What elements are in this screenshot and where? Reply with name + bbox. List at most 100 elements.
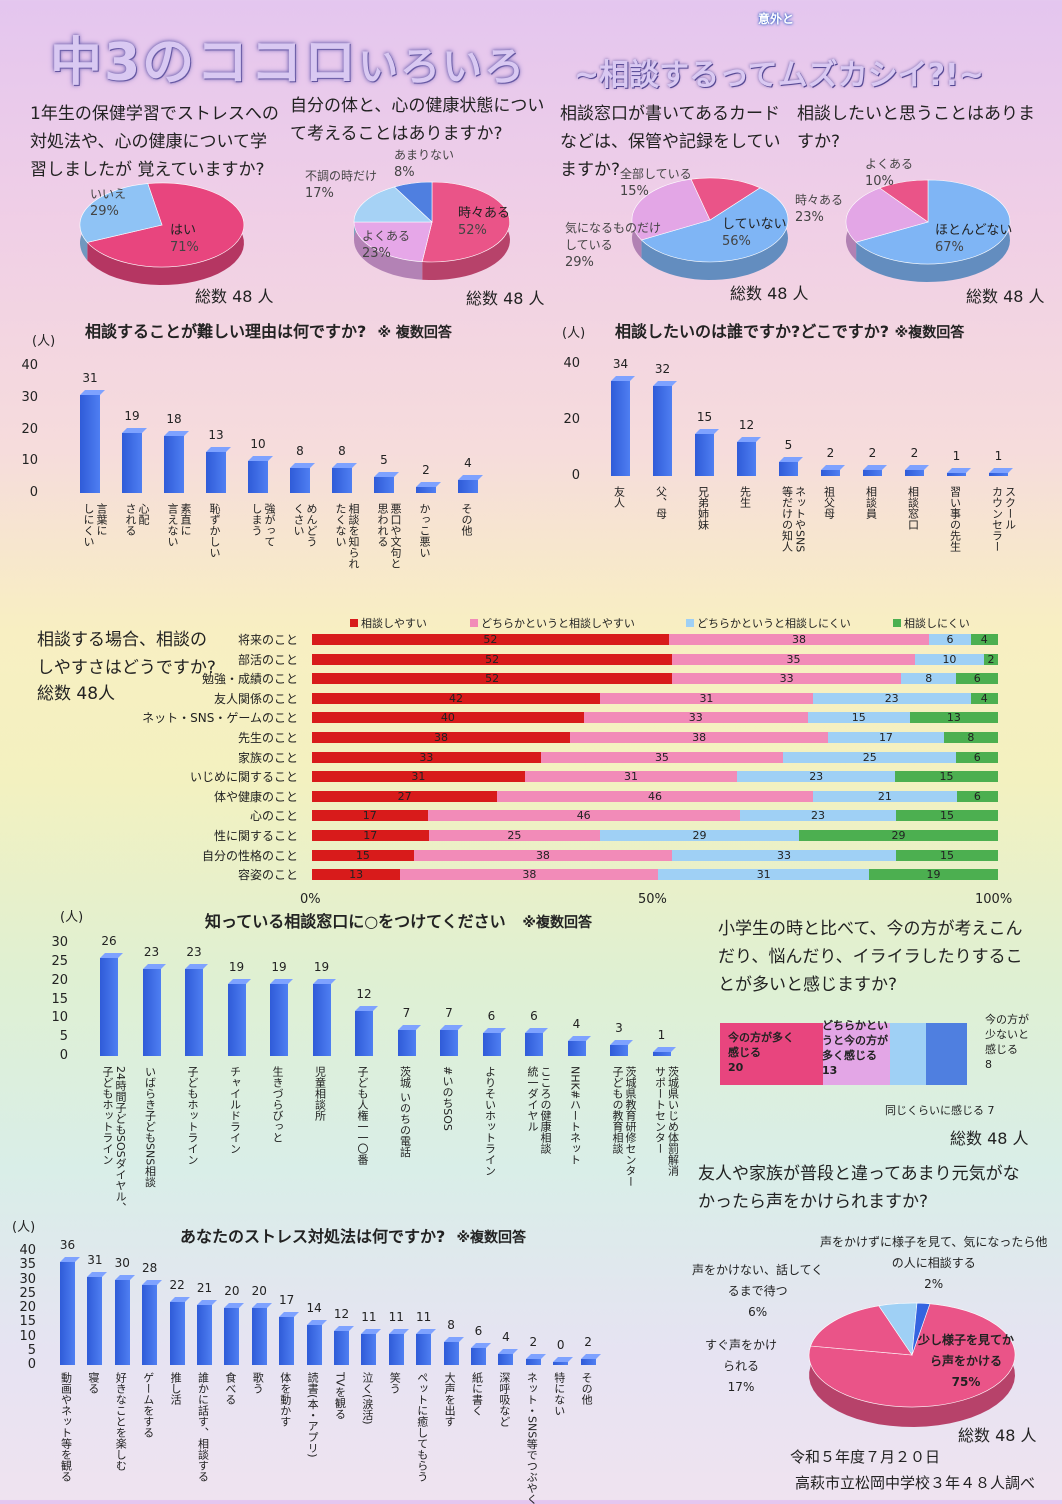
ease-seg-10-2: 29 xyxy=(600,830,799,841)
who-label-9: スクール カウンセラー xyxy=(990,486,1017,552)
compare-text-0: 今の方が多く 感じる 20 xyxy=(728,1031,794,1074)
who-bar-9 xyxy=(989,473,1008,476)
compare-seg-0 xyxy=(720,1023,823,1085)
stress-bar-1 xyxy=(87,1276,103,1365)
compare-chart: 今の方が多く 感じる 20 どちらかとい うと今の方が 多く感じる 13 同じくらい… xyxy=(720,1013,1029,1117)
pie4-label-value-1: 23% xyxy=(795,210,824,225)
ease-seg-3-3: 4 xyxy=(970,692,998,704)
stress-label-1: 寝る xyxy=(86,1372,100,1394)
stress-label-13: ペットに癒してもらう xyxy=(415,1372,429,1482)
known-bar-2 xyxy=(185,969,203,1056)
stress-value-7: 20 xyxy=(251,1284,267,1298)
known-label-5: 児童相談所 xyxy=(313,1066,327,1121)
who-ytick-2: 0 xyxy=(571,468,580,483)
reasons-bar-8 xyxy=(416,486,436,493)
compare-text-2: 同じくらいに感じる 7 xyxy=(885,1104,995,1117)
known-bar-6 xyxy=(355,1010,373,1056)
pie1-label-text-1: いいえ xyxy=(90,187,127,201)
stress-label-18: 特にない xyxy=(552,1372,566,1416)
pie1-question: 1年生の保健学習でストレスへの対処法や、心の健康について学習しましたが 覚えてい… xyxy=(30,104,279,180)
known-label-8: #いのちSOS xyxy=(441,1066,454,1131)
stress-ytick-7: 5 xyxy=(27,1342,36,1358)
reasons-label-4: 強がって しまう xyxy=(250,503,276,547)
ease-seg-4-3: 13 xyxy=(909,712,998,724)
known-label-9: よりそいホットライン xyxy=(483,1066,497,1176)
stress-bar-4 xyxy=(169,1302,185,1365)
ease-seg-3-0: 42 xyxy=(312,692,601,704)
pie3-label-value-2: 15% xyxy=(620,184,649,199)
pie4-label-text-2: よくある xyxy=(865,157,914,171)
pie4-label-2: よくある 10% xyxy=(865,156,965,190)
pie4-label-text-0: ほとんどない xyxy=(935,223,1013,238)
pie1-total: 総数 48 人 xyxy=(195,287,274,306)
ease-seg-10-3: 29 xyxy=(799,830,998,841)
ease-seg-9-1: 46 xyxy=(427,810,740,822)
reasons-label-2: 素直に 言えない xyxy=(166,503,192,547)
reasons-label-6: 相談を知られ たくない xyxy=(334,503,360,569)
ease-seg-8-1: 46 xyxy=(497,790,813,802)
stress-bar-12 xyxy=(388,1333,404,1365)
stress-bar-14 xyxy=(443,1342,459,1365)
compare-seg-3 xyxy=(925,1023,967,1085)
pie3-label-0: していない 56% xyxy=(722,216,822,250)
reasons-value-6: 8 xyxy=(338,443,346,458)
stress-value-11: 11 xyxy=(361,1309,377,1324)
ease-seg-3-1: 31 xyxy=(600,692,813,704)
ease-seg-12-1: 38 xyxy=(400,869,659,881)
reasons-label-8: かっこ悪い xyxy=(418,503,431,558)
who-value-4: 5 xyxy=(784,438,793,452)
known-ytick-5: 5 xyxy=(59,1029,68,1045)
ease-legend-text-2: どちらかというと相談しにくい xyxy=(697,617,851,630)
stress-bar-10 xyxy=(334,1330,349,1365)
ease-question: 相談する場合、相談のしやすさはどうですか? xyxy=(37,630,216,678)
ease-seg-9-3: 15 xyxy=(896,810,998,822)
reasons-value-0: 31 xyxy=(82,370,98,385)
pie3-question: 相談窓口が書いてあるカードなどは、保管や記録をしていますか? xyxy=(560,104,781,180)
ease-row-label-7: いじめに関すること xyxy=(189,770,298,785)
reasons-label-9: その他 xyxy=(460,503,473,536)
ease-seg-10-0: 17 xyxy=(312,830,429,841)
pie3-total: 総数 48 人 xyxy=(730,284,809,303)
friends-text-2: 声をかけない、話してく るまで待つ 6% xyxy=(692,1263,824,1319)
ease-seg-11-3: 15 xyxy=(896,849,998,861)
known-bar-7 xyxy=(397,1029,416,1056)
reasons-bar-7 xyxy=(374,477,394,493)
stress-value-3: 28 xyxy=(142,1261,158,1276)
reasons-bar-1 xyxy=(122,432,142,493)
ease-legend-text-3: 相談しにくい xyxy=(904,617,970,630)
compare-total: 総数 48 人 xyxy=(950,1129,1029,1148)
pie4-label-value-2: 10% xyxy=(865,174,894,189)
ease-seg-5-2: 17 xyxy=(828,732,944,743)
reasons-value-1: 19 xyxy=(124,408,140,423)
stress-ytick-6: 10 xyxy=(19,1328,36,1344)
reasons-ytick-1: 30 xyxy=(21,389,38,405)
stress-ytick-1: 35 xyxy=(19,1257,36,1273)
reasons-value-5: 8 xyxy=(296,443,304,458)
who-bar-0 xyxy=(611,380,630,476)
known-chart: 30 25 20 15 10 5 0 26 24時間子どもSOSダイヤル、 子どもホットライン 2… xyxy=(0,0,700,1200)
ease-row-label-0: 将来のこと xyxy=(237,633,298,647)
pie3-label-value-1: 29% xyxy=(565,255,594,270)
ease-seg-0-1: 38 xyxy=(668,634,930,645)
pie1-label-0: はい 71% xyxy=(170,222,270,256)
pie3-slice-0 xyxy=(640,187,789,263)
stress-value-13: 11 xyxy=(416,1309,432,1324)
pie4-question: 相談したいと思うことはありますか? xyxy=(797,104,1035,152)
stress-label-19: その他 xyxy=(580,1372,594,1405)
ease-row-label-11: 自分の性格のこと xyxy=(201,848,298,863)
ease-seg-3-2: 23 xyxy=(812,692,971,704)
known-value-6: 12 xyxy=(356,986,372,1001)
pie2-label-1: よくある 23% xyxy=(362,228,462,262)
ease-row-label-3: 友人関係のこと xyxy=(213,691,298,706)
pie1-label-1: いいえ 29% xyxy=(90,186,190,220)
friends-text-3: 声をかけずに様子を見て、気になったら他 の人に相談する 2% xyxy=(820,1235,1048,1291)
reasons-ytick-4: 0 xyxy=(29,485,38,500)
ease-seg-6-2: 25 xyxy=(783,751,957,763)
known-label-6: 子ども人権一一〇番 xyxy=(356,1066,369,1165)
reasons-ytick-3: 10 xyxy=(21,453,38,469)
who-value-8: 1 xyxy=(952,449,961,463)
who-label-4: ネットやSNS 等だけの知人 xyxy=(780,486,807,553)
stress-label-7: 歌う xyxy=(251,1372,265,1394)
ease-axis-2: 100% xyxy=(975,892,1013,907)
pie4-label-value-0: 67% xyxy=(935,240,964,255)
